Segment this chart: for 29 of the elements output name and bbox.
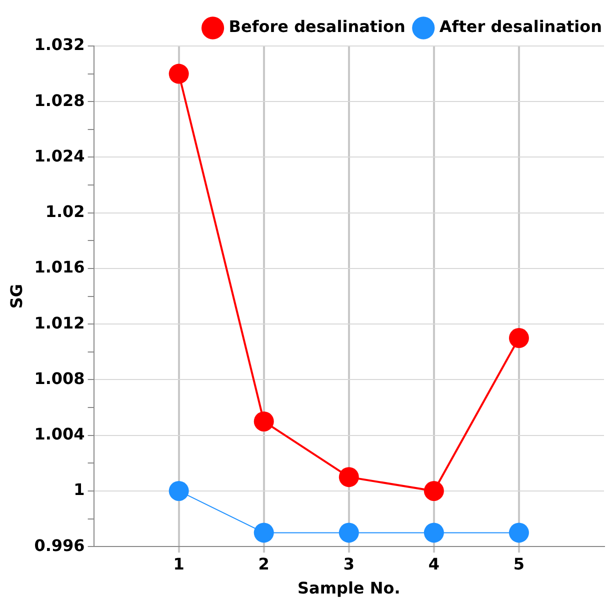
y-tick-label: 1.016 xyxy=(34,258,85,277)
y-tick-label: 1 xyxy=(74,480,85,500)
point xyxy=(424,522,444,543)
y-tick-label: 1.02 xyxy=(45,202,85,222)
point xyxy=(254,522,274,543)
point xyxy=(254,411,274,432)
point xyxy=(508,328,529,348)
point xyxy=(168,64,189,84)
y-tick-label: 1.012 xyxy=(34,313,85,332)
x-axis-title: Sample No. xyxy=(298,578,400,598)
y-tick-label: 1.024 xyxy=(34,146,85,166)
y-axis-title: SG xyxy=(6,284,26,309)
x-tick-label: 5 xyxy=(513,554,525,574)
legend-label: Before desalination xyxy=(228,17,406,36)
x-tick-label: 4 xyxy=(428,554,440,574)
point xyxy=(168,480,189,501)
y-tick-label: 1.004 xyxy=(34,424,85,444)
point xyxy=(424,480,444,501)
x-tick-label: 1 xyxy=(173,554,184,574)
y-tick-label: 1.028 xyxy=(34,90,85,110)
point xyxy=(508,522,529,543)
point xyxy=(338,467,359,488)
x-tick-label: 2 xyxy=(258,554,270,574)
y-tick-label: 0.996 xyxy=(34,536,85,555)
x-tick-label: 3 xyxy=(343,554,354,574)
y-tick-label: 1.008 xyxy=(34,368,85,388)
legend-label: After desalination xyxy=(439,17,602,36)
y-tick-label: 1.032 xyxy=(34,35,85,54)
point xyxy=(338,522,359,543)
